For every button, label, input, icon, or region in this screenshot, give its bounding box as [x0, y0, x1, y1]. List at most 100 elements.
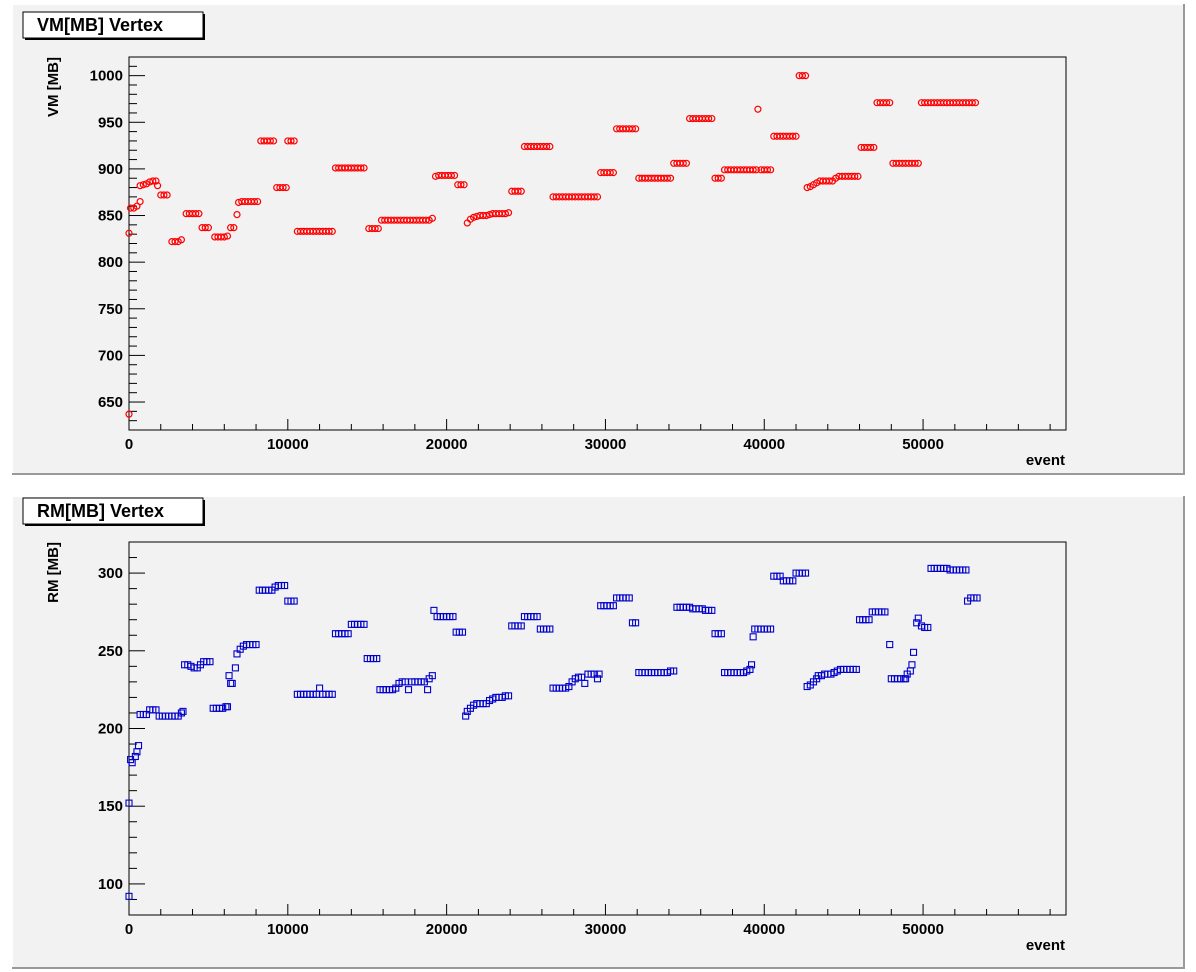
data-point — [266, 137, 274, 145]
data-point — [606, 169, 614, 177]
x-tick-label: 20000 — [426, 921, 468, 938]
data-point — [914, 159, 922, 167]
data-point — [886, 99, 894, 107]
y-tick-label: 800 — [98, 254, 123, 271]
data-point — [281, 581, 289, 590]
data-point — [752, 166, 760, 174]
data-point — [171, 238, 179, 246]
data-point — [609, 602, 617, 610]
data-point — [458, 628, 467, 636]
data-point — [968, 99, 976, 107]
data-point — [746, 665, 754, 673]
data-point — [227, 224, 235, 232]
data-point — [450, 171, 459, 180]
data-point — [909, 648, 918, 656]
data-point — [581, 679, 589, 687]
data-point — [250, 197, 259, 206]
x-axis-title: event — [1026, 452, 1065, 469]
data-point — [179, 707, 187, 715]
data-point — [852, 665, 860, 673]
data-point — [870, 143, 878, 152]
data-point — [373, 655, 381, 663]
x-tick-label: 0 — [125, 436, 133, 453]
data-point — [595, 670, 603, 678]
data-point — [360, 164, 368, 172]
data-point — [914, 614, 922, 622]
data-point — [517, 622, 525, 630]
pad-bevel-light — [11, 3, 1184, 474]
data-point — [131, 752, 139, 761]
data-point — [546, 625, 554, 633]
data-point — [149, 177, 157, 185]
data-point — [973, 594, 981, 602]
data-point — [344, 630, 352, 638]
rm-vertex-pad: RM[MB] Vertex 0 10000 20000 30000 40000 50000 1… — [11, 495, 1185, 969]
data-point — [428, 672, 436, 680]
y-tick-label: 200 — [98, 721, 123, 738]
data-point — [290, 137, 298, 145]
data-point — [177, 236, 186, 244]
data-point — [228, 679, 236, 687]
data-point — [177, 709, 185, 717]
y-tick-label: 250 — [98, 643, 123, 660]
data-point — [424, 686, 432, 694]
chart-title: VM[MB] Vertex — [37, 15, 163, 35]
data-point — [163, 191, 171, 199]
data-point — [886, 641, 894, 649]
data-point — [962, 566, 970, 574]
data-point — [590, 193, 598, 201]
data-point — [632, 125, 640, 133]
data-point — [749, 166, 757, 174]
data-point — [609, 169, 617, 177]
data-point — [533, 613, 541, 621]
vm-vertex-pad: VM[MB] Vertex 0 10000 20000 30000 40000 50000 6… — [11, 3, 1185, 475]
data-point — [708, 114, 716, 123]
data-point — [851, 172, 859, 180]
data-point — [225, 672, 233, 680]
data-point — [254, 197, 262, 206]
data-point — [269, 137, 278, 145]
y-tick-label: 950 — [98, 114, 123, 131]
data-point — [971, 99, 980, 107]
data-point — [125, 410, 133, 418]
data-point — [798, 72, 806, 80]
x-tick-label: 50000 — [902, 921, 944, 938]
data-point — [825, 177, 833, 185]
title-box — [22, 497, 204, 525]
data-point — [789, 577, 797, 585]
x-tick-label: 20000 — [426, 436, 468, 453]
data-point — [125, 229, 133, 237]
data-point — [749, 633, 757, 641]
data-point — [882, 99, 891, 107]
data-point — [223, 703, 232, 711]
x-tick-label: 40000 — [743, 921, 785, 938]
y-tick-label: 700 — [98, 347, 123, 364]
data-point — [139, 181, 147, 189]
y-axis-title: RM [MB] — [45, 542, 62, 603]
data-point — [708, 606, 716, 614]
y-tick-label: 750 — [98, 301, 123, 318]
data-point — [717, 174, 725, 182]
data-point — [593, 675, 602, 683]
x-tick-label: 0 — [125, 921, 133, 938]
data-point — [717, 630, 725, 638]
data-point — [666, 174, 675, 182]
data-point — [457, 181, 465, 189]
title-box — [22, 11, 204, 39]
x-tick-label: 50000 — [902, 436, 944, 453]
data-point — [231, 664, 239, 672]
data-point — [867, 143, 875, 152]
x-tick-label: 30000 — [585, 921, 627, 938]
data-point — [670, 667, 678, 675]
data-point — [282, 183, 290, 192]
data-point — [593, 193, 602, 201]
data-point — [252, 641, 260, 649]
data-point — [328, 690, 336, 698]
data-point — [447, 171, 455, 180]
data-point — [767, 625, 775, 633]
data-point — [290, 597, 298, 605]
pad-bevel-dark — [12, 4, 1185, 475]
y-tick-label: 100 — [98, 876, 123, 893]
data-point — [714, 174, 722, 182]
data-markers — [125, 72, 980, 418]
